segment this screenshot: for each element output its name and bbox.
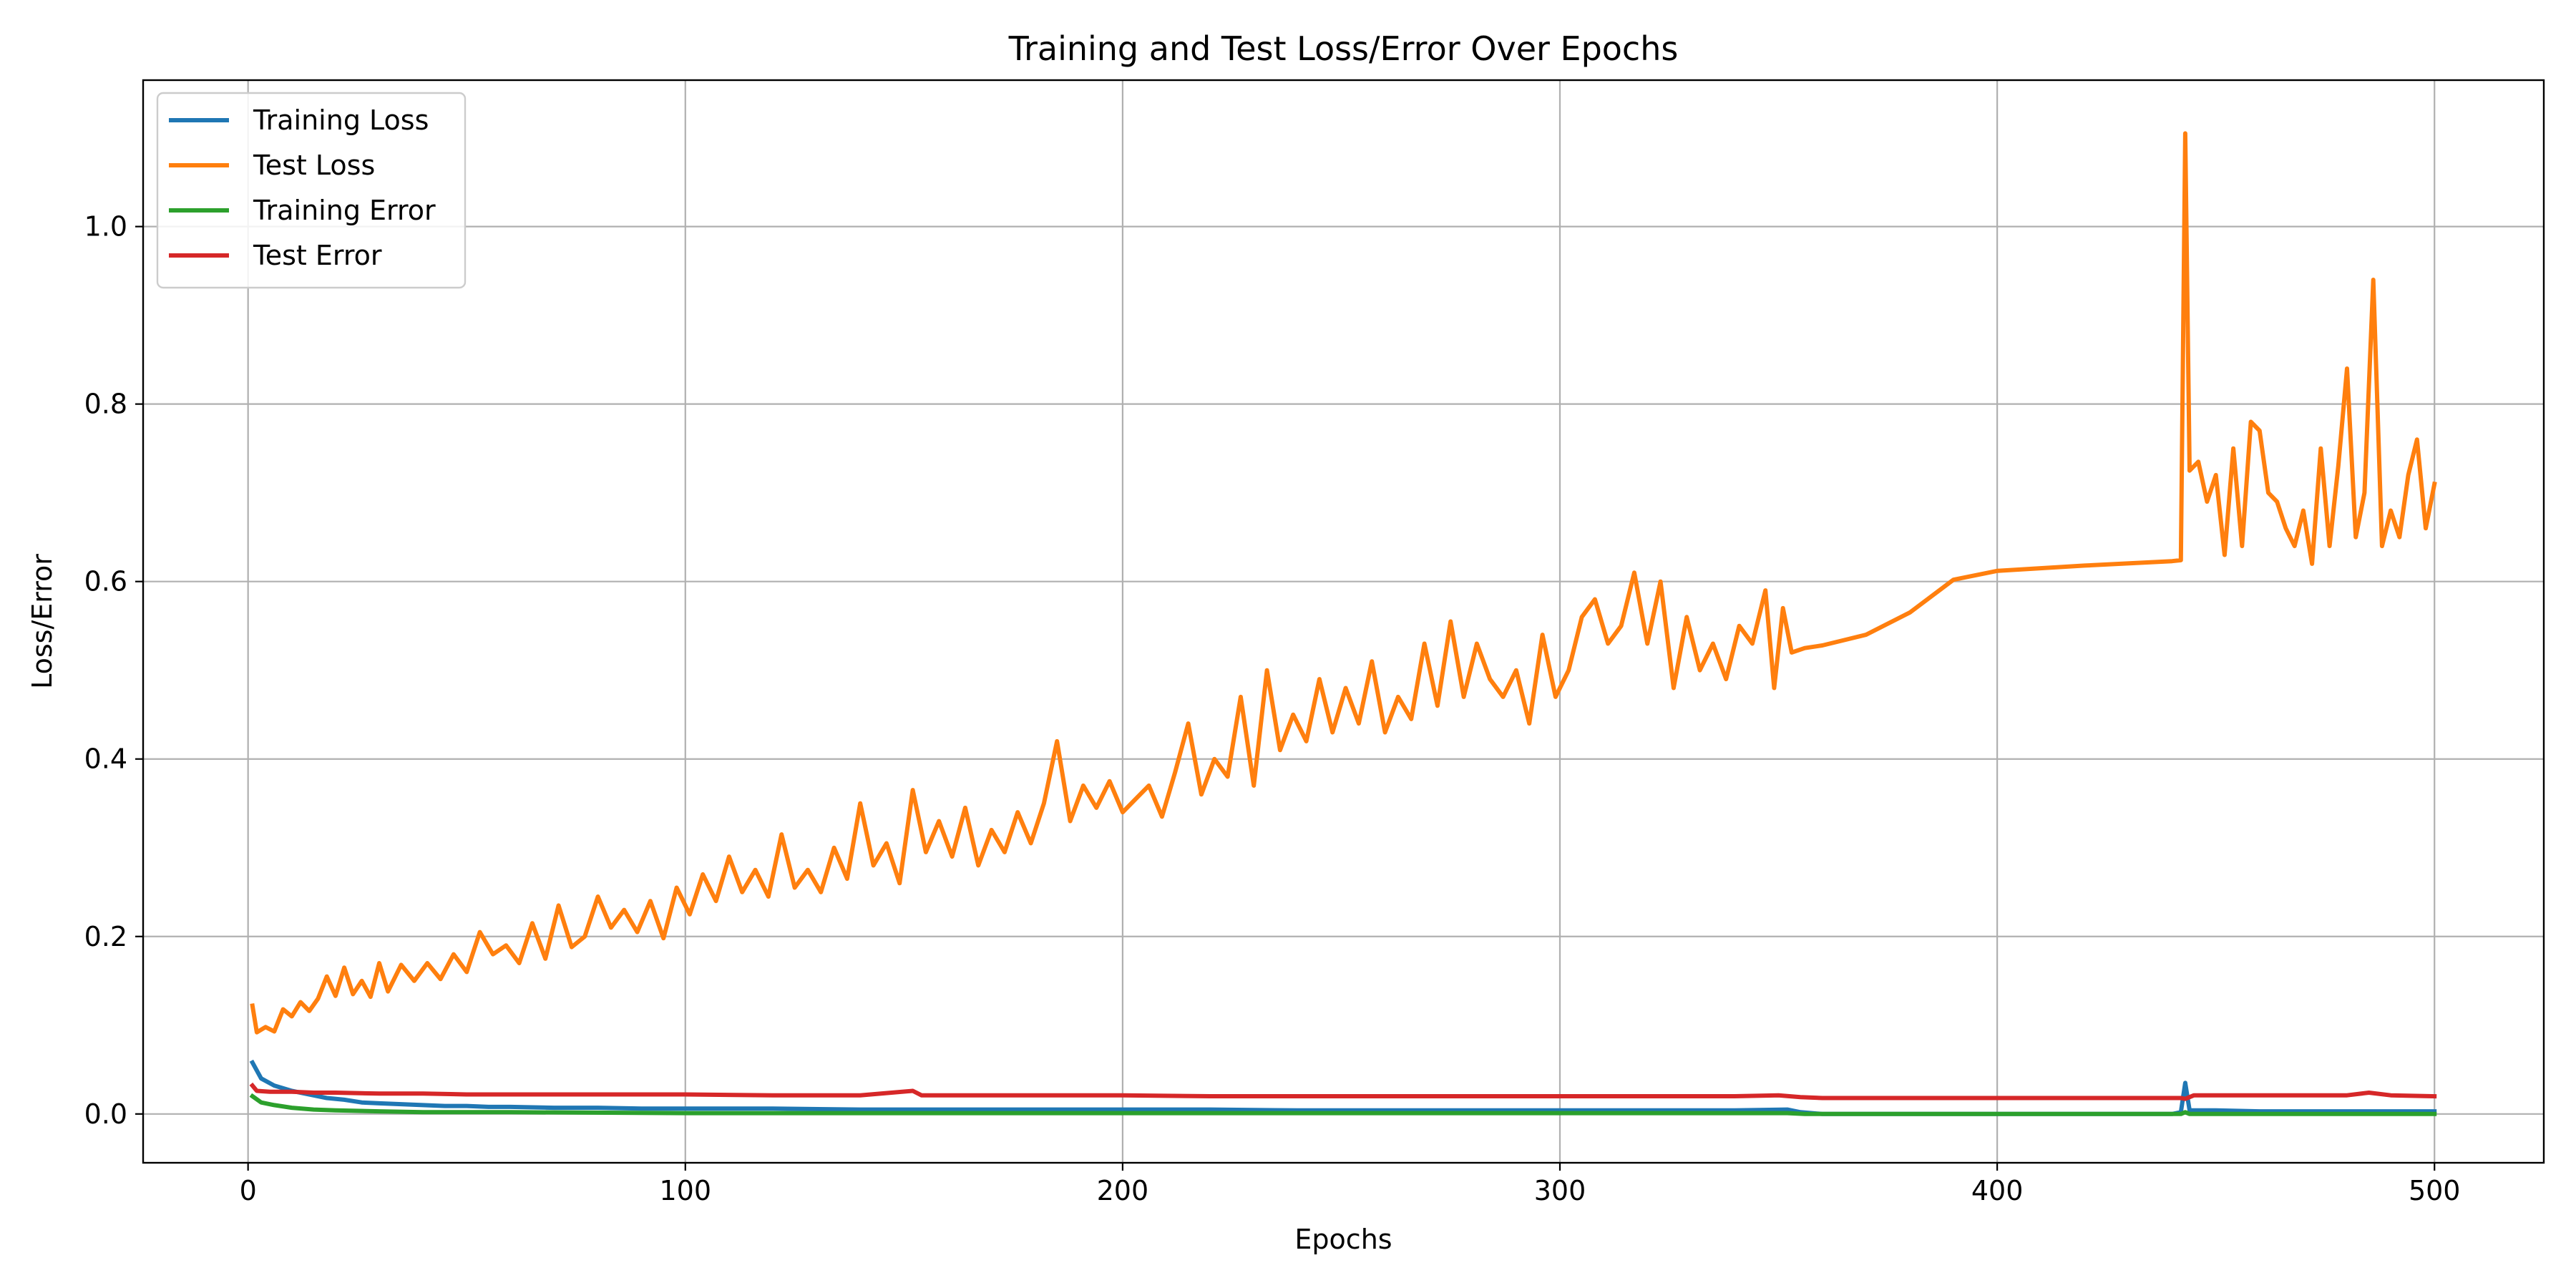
x-tick-label: 0: [240, 1175, 257, 1206]
legend: Training Loss Test Loss Training Error Test…: [156, 92, 467, 289]
y-axis-label: Loss/Error: [26, 554, 58, 689]
series-line-test-error: [249, 1082, 2437, 1101]
x-tick-label: 400: [1971, 1175, 2024, 1206]
axis-ticks: 0 100 200 300 400 500 0.0 0.2 0.4 0.6 0.8 1.0: [84, 211, 2461, 1206]
series-line-training-loss: [249, 1059, 2437, 1116]
y-tick-label: 0.0: [84, 1098, 127, 1130]
chart-title: Training and Test Loss/Error Over Epochs: [1008, 29, 1679, 68]
legend-label-test-loss: Test Loss: [253, 150, 375, 181]
x-tick-label: 100: [660, 1175, 712, 1206]
x-tick-label: 200: [1097, 1175, 1149, 1206]
x-tick-label: 500: [2409, 1175, 2461, 1206]
legend-label-training-error: Training Error: [253, 195, 436, 226]
series-line-training-error: [249, 1093, 2437, 1116]
y-tick-label: 0.2: [84, 921, 127, 952]
legend-label-test-error: Test Error: [253, 240, 382, 271]
x-tick-label: 300: [1534, 1175, 1586, 1206]
y-tick-label: 1.0: [84, 211, 127, 243]
series-lines: [249, 131, 2437, 1116]
series-line-test-loss: [250, 131, 2437, 1035]
y-tick-label: 0.6: [84, 566, 127, 597]
y-tick-label: 0.4: [84, 743, 127, 775]
legend-frame: [156, 92, 467, 289]
x-axis-label: Epochs: [1294, 1224, 1392, 1255]
y-tick-label: 0.8: [84, 389, 127, 420]
legend-label-training-loss: Training Loss: [253, 104, 429, 136]
plot-frame: [142, 79, 2545, 1164]
